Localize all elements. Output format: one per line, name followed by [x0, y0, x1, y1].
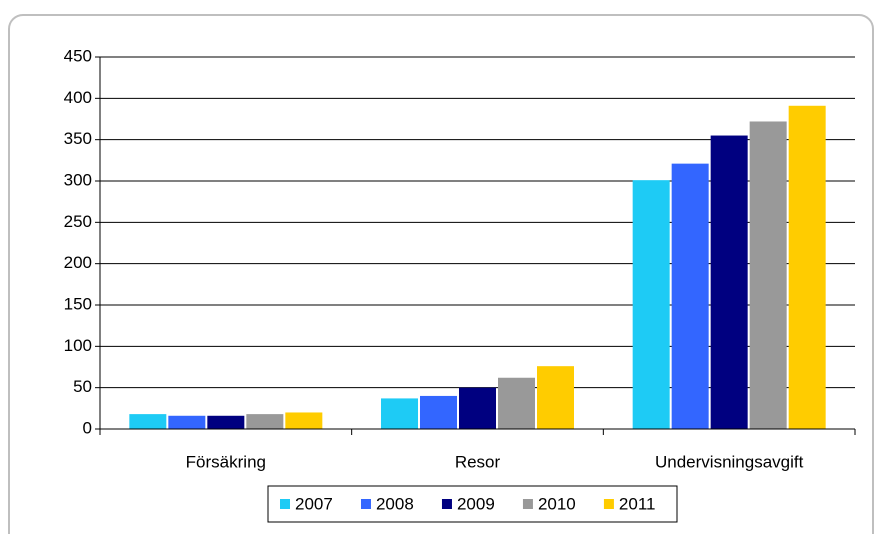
y-tick-label: 450: [64, 46, 92, 65]
bar: [749, 121, 787, 429]
bar: [788, 105, 826, 430]
bar: [420, 395, 457, 429]
legend-label: 2007: [295, 494, 333, 513]
y-tick-label: 300: [64, 170, 92, 189]
bar: [671, 163, 709, 429]
legend-swatch: [603, 499, 614, 509]
bar: [459, 387, 496, 429]
y-tick-label: 400: [64, 88, 92, 107]
y-tick-label: 200: [64, 253, 92, 272]
bar: [381, 398, 418, 429]
legend-swatch: [360, 499, 371, 509]
x-tick-label: Undervisningsavgift: [655, 452, 804, 471]
y-tick-label: 100: [64, 336, 92, 355]
legend-label: 2009: [457, 494, 495, 513]
x-tick-label: Resor: [455, 452, 501, 471]
y-tick-label: 250: [64, 212, 92, 231]
legend-swatch: [280, 499, 290, 509]
y-tick-label: 350: [64, 129, 92, 148]
y-tick-label: 50: [73, 377, 92, 396]
bar: [129, 414, 167, 429]
bar: [285, 412, 323, 429]
x-tick-label: Försäkring: [186, 452, 266, 471]
bar: [537, 366, 574, 429]
bar: [632, 180, 670, 429]
legend-swatch: [522, 499, 533, 509]
bar: [498, 377, 535, 429]
legend-swatch: [441, 499, 452, 509]
legend-label: 2010: [538, 494, 576, 513]
bar: [246, 414, 284, 429]
y-tick-label: 150: [64, 294, 92, 313]
legend-label: 2008: [376, 494, 414, 513]
y-tick-label: 0: [83, 418, 92, 437]
bar: [168, 415, 206, 429]
legend-label: 2011: [619, 494, 656, 513]
bar: [207, 415, 245, 429]
bar: [710, 135, 748, 430]
